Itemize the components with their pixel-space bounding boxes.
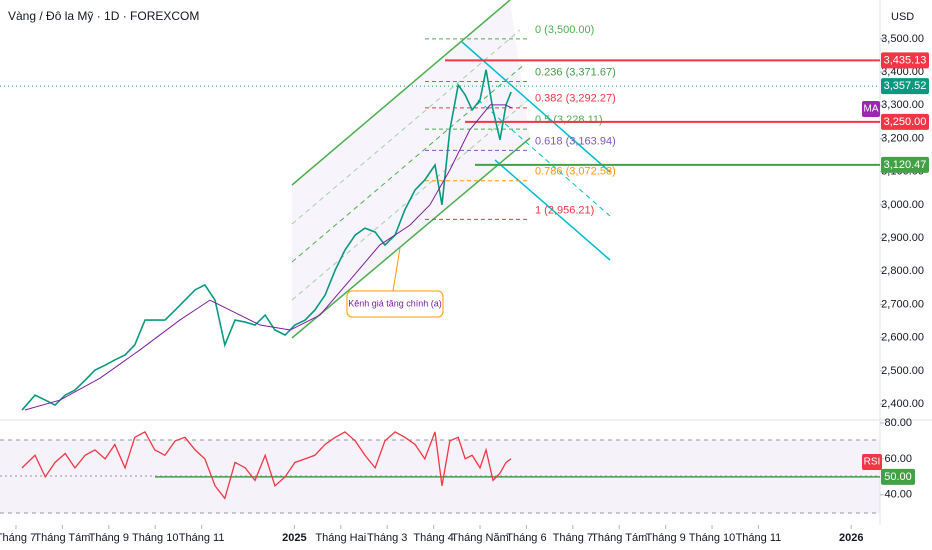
y-tick-label: 2,400.00 (881, 398, 924, 410)
currency: USD (891, 11, 914, 23)
x-tick-label: Tháng 3 (367, 532, 407, 544)
ma-tag (862, 101, 880, 117)
channel-mid-line (291, 63, 526, 263)
rsi-tag-label: RSI (864, 457, 881, 468)
price-tag-label: 3,357.52 (884, 80, 927, 92)
x-tick-label: Tháng 7 (553, 532, 593, 544)
y-tick-label: 3,200.00 (881, 132, 924, 144)
rsi-tag (862, 454, 882, 470)
price-tag (881, 78, 929, 95)
price-tag (881, 156, 929, 173)
x-tick-label: Tháng 4 (413, 532, 453, 544)
x-tick-label: Tháng 10 (689, 532, 735, 544)
x-tick-label: Tháng 6 (506, 532, 546, 544)
price-line (21, 69, 512, 411)
price-tag-label: 3,435.13 (884, 54, 927, 66)
x-tick-label: Tháng Tám (591, 532, 647, 544)
x-tick-label: Tháng 10 (132, 532, 178, 544)
x-tick-label: Tháng 7 (0, 532, 36, 544)
x-tick-label: Tháng Năm (451, 532, 508, 544)
x-tick-label: Tháng 9 (645, 532, 685, 544)
y-tick-label: 3,300.00 (881, 99, 924, 111)
y-tick-label: 3,000.00 (881, 199, 924, 211)
x-tick-label: Tháng 11 (179, 532, 225, 544)
y-tick-label: 3,400.00 (881, 66, 924, 78)
down-channel-line (494, 159, 611, 261)
price-tag (881, 113, 929, 130)
annotation: Kênh giá tăng chính (a) (348, 298, 442, 308)
y-tick-label: 3,500.00 (881, 33, 924, 45)
fib-label: 0 (3,500.00) (535, 24, 594, 36)
channel-quarter-line (291, 29, 521, 225)
y-tick-label: 2,600.00 (881, 332, 924, 344)
x-tick-label: Tháng Hai (315, 532, 366, 544)
channel-line (291, 137, 531, 339)
annotation-pointer (392, 247, 401, 292)
x-tick-label: Tháng 9 (89, 532, 129, 544)
rsi-level-tag (881, 468, 915, 485)
rsi-tick-label: 40.00 (884, 489, 912, 501)
price-tag-label: 3,120.47 (884, 159, 927, 171)
ma-tag-label: MA (864, 104, 879, 115)
y-tick-label: 2,500.00 (881, 365, 924, 377)
rsi-tick-label: 80.00 (884, 417, 912, 429)
x-tick-label: Tháng 11 (736, 532, 782, 544)
channel-line (291, 0, 511, 186)
price-tag-label: 3,250.00 (884, 116, 927, 128)
annotation-box (346, 290, 444, 318)
channel-area (292, 0, 530, 338)
fib-label: 1 (2,956.21) (535, 204, 594, 216)
fib-label: 0.618 (3,163.94) (535, 135, 616, 147)
x-tick-label: 2026 (839, 532, 863, 544)
rsi-line (21, 431, 512, 500)
y-tick-label: 2,900.00 (881, 232, 924, 244)
fib-label: 0.382 (3,292.27) (535, 93, 616, 105)
price-line (24, 104, 513, 411)
x-tick-label: Tháng Tám (34, 532, 90, 544)
price-tag (881, 52, 929, 69)
y-tick-label: 2,700.00 (881, 298, 924, 310)
y-tick-label: 2,800.00 (881, 265, 924, 277)
down-channel-line (461, 41, 611, 173)
chart-title: Vàng / Đô la Mỹ · 1D · FOREXCOM (8, 9, 199, 23)
fib-label: 0.5 (3,228.11) (535, 114, 603, 126)
rsi-level-label: 50.00 (884, 471, 912, 483)
rsi-tick-label: 60.00 (884, 453, 912, 465)
down-channel-mid (477, 99, 611, 217)
x-tick-label: 2025 (282, 532, 306, 544)
fib-label: 0.786 (3,072.58) (535, 166, 616, 178)
fib-label: 0.236 (3,371.67) (535, 66, 616, 78)
